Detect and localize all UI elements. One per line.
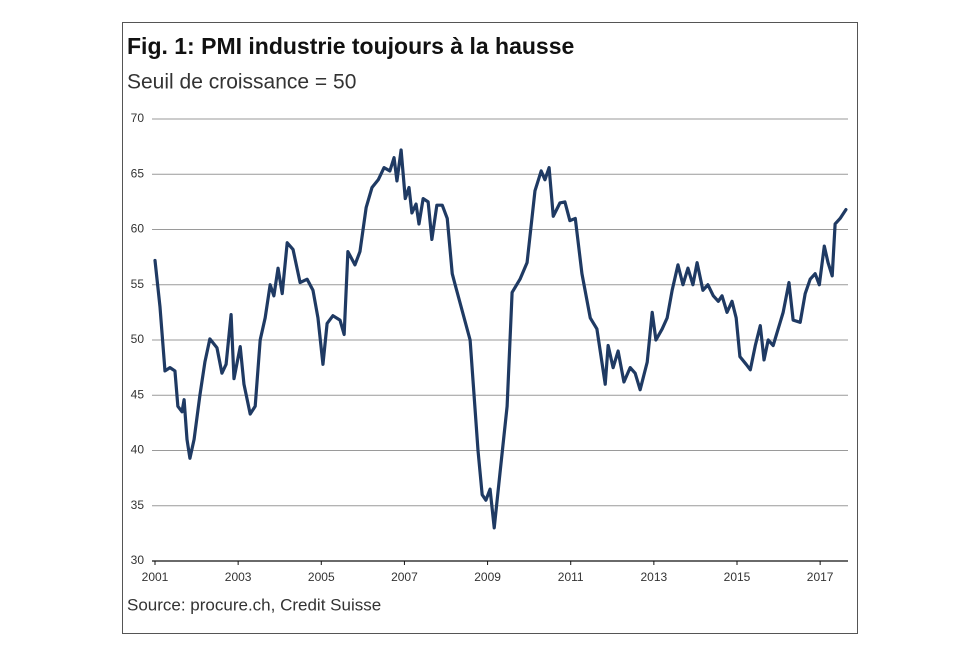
y-tick-label: 30 (131, 553, 145, 567)
x-tick-label: 2017 (807, 570, 834, 584)
y-tick-label: 35 (131, 498, 145, 512)
pmi-line (153, 148, 848, 530)
x-tick-label: 2015 (724, 570, 751, 584)
y-tick-label: 50 (131, 332, 145, 346)
x-tick-label: 2009 (474, 570, 501, 584)
x-tick-label: 2007 (391, 570, 418, 584)
y-tick-label: 65 (131, 166, 145, 180)
x-tick-label: 2005 (308, 570, 335, 584)
x-tick-label: 2013 (641, 570, 668, 584)
y-tick-label: 60 (131, 222, 145, 236)
y-tick-label: 45 (131, 387, 145, 401)
y-tick-label: 70 (131, 111, 145, 125)
source-note: Source: procure.ch, Credit Suisse (127, 595, 381, 614)
chart-subtitle: Seuil de croissance = 50 (127, 71, 356, 94)
chart-title: Fig. 1: PMI industrie toujours à la haus… (127, 33, 574, 59)
y-tick-label: 40 (131, 443, 145, 457)
x-tick-label: 2011 (558, 570, 584, 584)
y-tick-label: 55 (131, 277, 145, 291)
frame (122, 22, 858, 634)
x-tick-label: 2001 (142, 570, 169, 584)
x-tick-label: 2003 (225, 570, 252, 584)
